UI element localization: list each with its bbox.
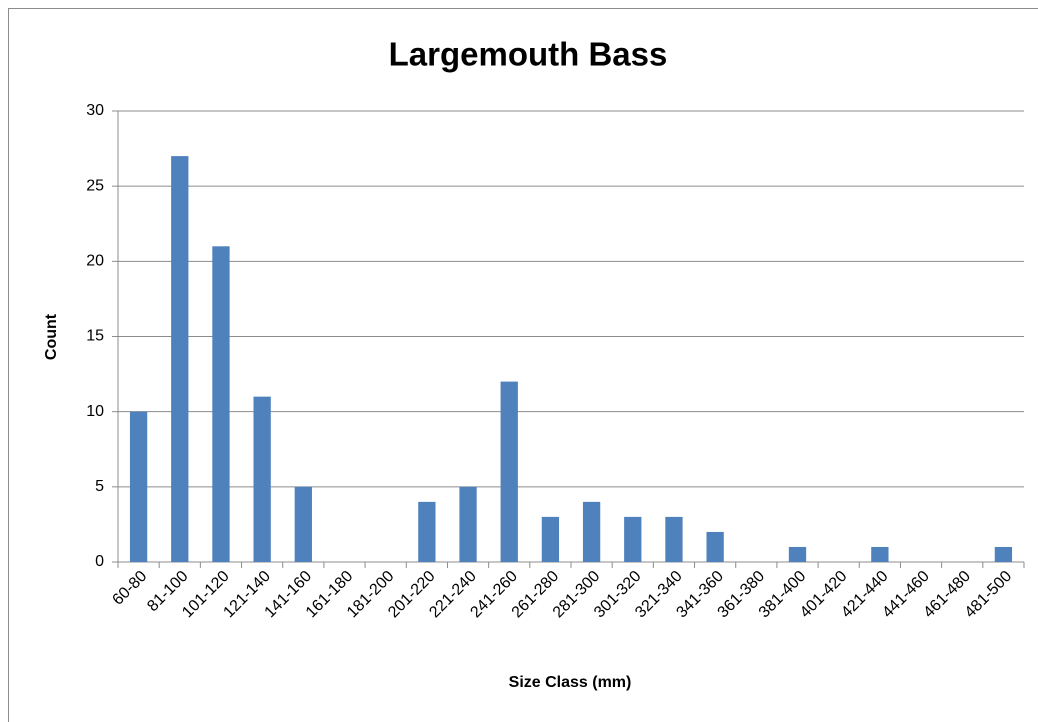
y-tick-label: 25 bbox=[86, 177, 104, 194]
chart-title: Largemouth Bass bbox=[389, 36, 668, 73]
bar bbox=[171, 156, 189, 562]
bar bbox=[500, 381, 518, 562]
bar bbox=[582, 501, 601, 562]
bar bbox=[541, 516, 560, 562]
y-tick-label: 10 bbox=[86, 403, 104, 420]
y-tick-label: 5 bbox=[95, 478, 104, 495]
y-tick-label: 15 bbox=[86, 328, 104, 345]
bar bbox=[624, 516, 642, 562]
bar bbox=[418, 501, 436, 562]
bar bbox=[871, 546, 889, 562]
bar bbox=[253, 396, 271, 562]
bar bbox=[294, 486, 312, 562]
bar bbox=[129, 411, 148, 562]
bar bbox=[665, 516, 683, 562]
y-axis-title: Count bbox=[43, 313, 60, 360]
y-tick-label: 0 bbox=[95, 553, 104, 570]
bar bbox=[994, 546, 1013, 562]
bar bbox=[459, 486, 477, 562]
y-tick-label: 30 bbox=[86, 102, 104, 119]
x-axis-title: Size Class (mm) bbox=[509, 674, 632, 691]
bar bbox=[788, 546, 807, 562]
y-tick-label: 20 bbox=[86, 253, 104, 270]
bar bbox=[706, 531, 724, 562]
bar bbox=[212, 246, 230, 563]
